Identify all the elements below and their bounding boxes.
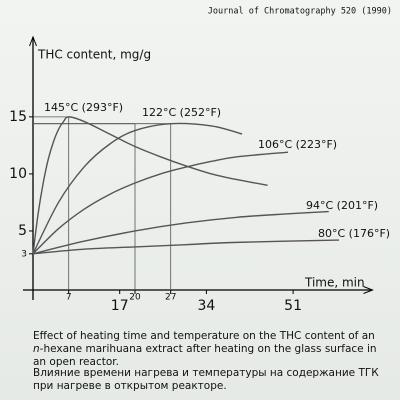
- series-label: 122°C (252°F): [142, 106, 221, 119]
- x-tick-label: 20: [129, 293, 141, 303]
- line: [32, 116, 268, 254]
- line: [32, 210, 329, 255]
- x-tick-label: 34: [197, 298, 215, 314]
- y-tick-label: 15: [9, 109, 27, 125]
- line: [32, 239, 340, 255]
- series-label: 145°C (293°F): [44, 101, 123, 114]
- y-tick-label: 10: [9, 166, 27, 182]
- y-tick-label: 3: [21, 249, 27, 259]
- caption-text: -hexane marihuana extract after heating …: [33, 343, 377, 368]
- caption-text: Effect of heating time and temperature o…: [33, 330, 375, 342]
- source: Journal of Chromatography 520 (1990): [208, 7, 392, 17]
- series-label: 80°C (176°F): [318, 227, 390, 240]
- caption-text: n: [33, 343, 40, 355]
- series-label: 94°C (201°F): [306, 199, 378, 212]
- line: [32, 122, 243, 255]
- x-tick-label: 51: [284, 298, 302, 314]
- y-tick-label: 5: [18, 223, 27, 239]
- caption-en: Effect of heating time and temperature o…: [33, 330, 388, 369]
- axis-arrow: [363, 286, 374, 294]
- caption-ru: Влияние времени нагрева и температуры на…: [33, 367, 379, 392]
- y-axis-label: THC content, mg/g: [37, 48, 151, 62]
- series-label: 106°C (223°F): [258, 138, 337, 151]
- x-tick-label: 7: [66, 293, 72, 303]
- x-tick-label: 17: [111, 298, 129, 314]
- axis-arrow: [29, 35, 37, 47]
- x-tick-label: 27: [165, 293, 176, 303]
- x-axis-label: Time, min: [304, 276, 365, 290]
- line: [32, 151, 289, 255]
